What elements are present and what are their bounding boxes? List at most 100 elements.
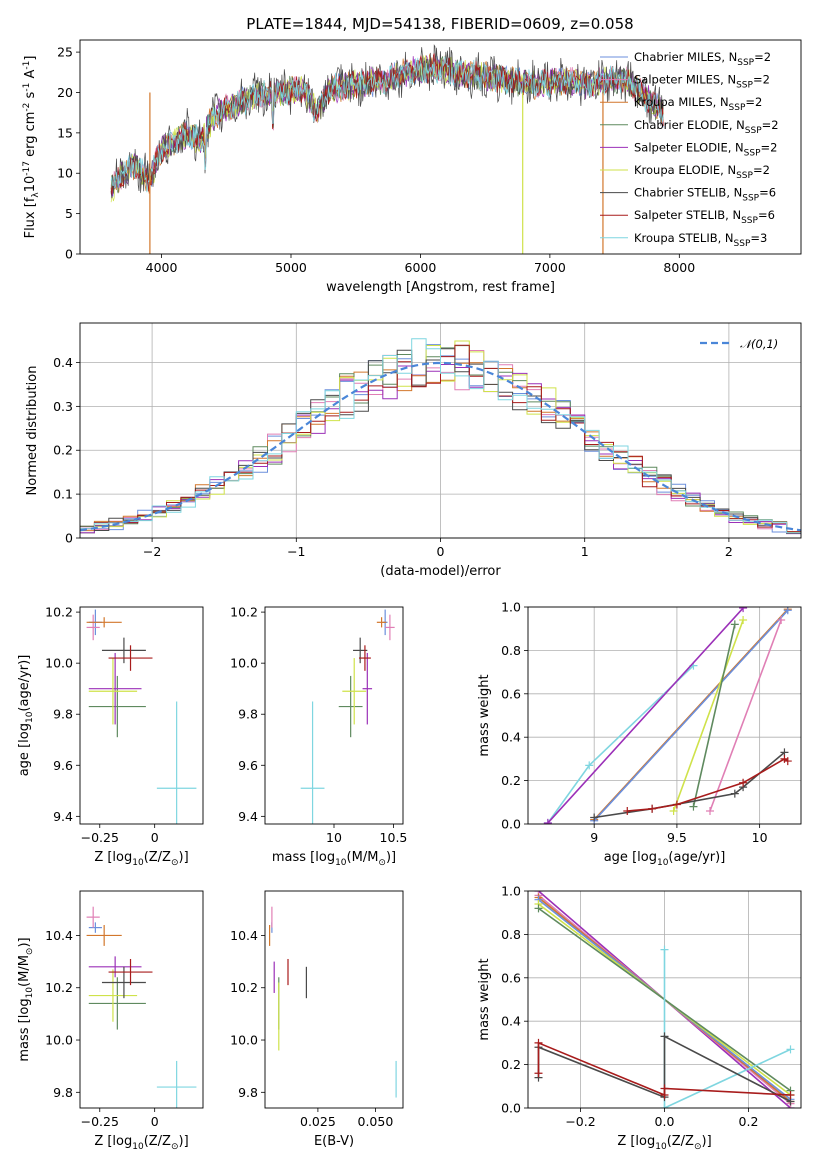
weight-marker-salpeter_elodie	[543, 818, 552, 824]
axes-weight_vs_Z: −0.2 0.0 0.2 0.0 0.2 0.4 0.6 0.8 1.0 Z [log10​(Z/…	[477, 884, 802, 1152]
axes-frame	[79, 39, 802, 255]
x-tick-label: −1	[287, 544, 305, 559]
weight-marker-salpeter_miles	[706, 806, 714, 815]
legend-label-chabrier_miles: Chabrier MILES, NSSP​=2	[634, 50, 771, 68]
spectrum-line-kroupa_stelib	[110, 56, 664, 193]
y-axis-label: mass weight	[477, 674, 492, 756]
weight-marker-chabrier_stelib	[730, 789, 739, 798]
x-tick-label: 0	[437, 544, 445, 559]
y-tick-label: 0	[65, 531, 73, 546]
plot-area-mass_vs_Z	[86, 906, 197, 1108]
plot-area-mass_vs_ebv	[269, 906, 397, 1098]
weight-line-chabrier_miles	[593, 609, 789, 822]
x-tick-label: 4000	[146, 260, 178, 275]
x-axis-label: wavelength [Angstrom, rest frame]	[326, 280, 555, 295]
weight-marker-kroupa_elodie	[669, 806, 678, 815]
y-axis-label: Normed distribution	[25, 366, 40, 496]
x-tick-label: 7000	[534, 260, 566, 275]
y-tick-label: 10.2	[45, 605, 73, 620]
weight-marker-salpeter_stelib	[786, 1090, 795, 1099]
y-tick-label: 5	[65, 206, 73, 221]
x-tick-label: −0.25	[81, 1114, 119, 1129]
axes-frame	[79, 606, 204, 825]
y-tick-label: 10.0	[45, 656, 73, 671]
axes-mass_vs_ebv: 0.025 0.050 9.8 10.0 10.2 10.4 E(B-V)	[230, 890, 404, 1149]
x-tick-label: 5000	[275, 260, 307, 275]
weight-line-chabrier_elodie	[692, 624, 736, 807]
y-tick-label: 10.4	[45, 928, 73, 943]
y-tick-label: 0.2	[501, 773, 521, 788]
legend-label-normal: 𝒩(0,1)	[740, 337, 778, 351]
y-tick-label: 0.4	[53, 355, 73, 370]
panels: 4000 5000 6000 7000 80000510152025wavelength…	[17, 39, 802, 1152]
weight-marker-salpeter_stelib	[739, 778, 748, 787]
x-tick-label: 9	[590, 830, 598, 845]
weight-marker-salpeter_stelib	[672, 800, 681, 809]
weight-marker-salpeter_elodie	[739, 607, 748, 613]
weight-line-chabrier_stelib	[594, 751, 786, 819]
y-tick-label: 0.0	[501, 817, 521, 832]
y-tick-label: 9.6	[53, 758, 73, 773]
x-tick-label: 10	[326, 830, 342, 845]
axes-frame	[527, 606, 802, 825]
y-tick-label: 0.4	[501, 1014, 521, 1029]
x-tick-label: −0.25	[81, 830, 119, 845]
axes-age_vs_mass: 10 10.5 9.4 9.6 9.8 10.0 10.2 mass [log10​(M/M⊙…	[230, 605, 408, 868]
y-tick-label: 10.2	[230, 605, 258, 620]
axes-frame	[79, 890, 204, 1109]
weight-marker-salpeter_stelib	[623, 806, 632, 815]
x-tick-label: 0.2	[739, 1114, 759, 1129]
y-tick-label: 15	[57, 125, 73, 140]
y-tick-label: 9.8	[238, 1085, 258, 1100]
x-tick-label: 0.0	[655, 1114, 675, 1129]
axes-frame	[264, 890, 404, 1109]
y-tick-label: 9.8	[53, 1085, 73, 1100]
y-tick-label: 10.2	[230, 980, 258, 995]
weight-marker-chabrier_stelib	[660, 1032, 669, 1041]
y-tick-label: 0.1	[53, 487, 73, 502]
x-tick-label: 2	[725, 544, 733, 559]
plot-area-weight_vs_age	[543, 607, 792, 824]
y-tick-label: 0	[65, 247, 73, 262]
y-tick-label: 0.8	[501, 927, 521, 942]
weight-marker-chabrier_stelib	[590, 813, 599, 822]
y-tick-label: 1.0	[501, 884, 521, 899]
legend-label-chabrier_stelib: Chabrier STELIB, NSSP​=6	[634, 186, 776, 204]
weight-marker-salpeter_stelib	[783, 757, 792, 766]
x-tick-label: 8000	[663, 260, 695, 275]
legend-label-chabrier_elodie: Chabrier ELODIE, NSSP​=2	[634, 118, 779, 136]
y-axis-label: mass weight	[477, 958, 492, 1040]
weight-marker-salpeter_stelib	[534, 1038, 543, 1047]
y-tick-label: 10.0	[230, 1033, 258, 1048]
x-axis-label: E(B-V)	[314, 1134, 354, 1149]
weight-marker-chabrier_elodie	[534, 904, 543, 913]
y-axis-label: Flux [fλ​10-17​ erg cm-2​ s-1​ A-1​]	[22, 56, 41, 239]
plot-area-residuals	[80, 338, 801, 535]
y-tick-label: 10	[57, 166, 73, 181]
x-tick-label: 10.5	[380, 830, 408, 845]
weight-marker-kroupa_stelib	[660, 1104, 669, 1108]
x-axis-label: age [log10​(age/yr)]	[604, 850, 726, 868]
legend-label-salpeter_elodie: Salpeter ELODIE, NSSP​=2	[634, 140, 777, 158]
y-tick-label: 10.0	[45, 1033, 73, 1048]
spectrum-legend: Chabrier MILES, NSSP​=2 Salpeter MILES, N…	[600, 50, 779, 249]
weight-marker-salpeter_miles	[777, 616, 786, 625]
y-tick-label: 9.6	[238, 758, 258, 773]
y-tick-label: 1.0	[501, 600, 521, 615]
weight-marker-kroupa_elodie	[739, 616, 748, 625]
y-tick-label: 0.6	[501, 686, 521, 701]
y-tick-label: 0.3	[53, 399, 73, 414]
y-tick-label: 10.2	[45, 980, 73, 995]
y-tick-label: 0.4	[501, 730, 521, 745]
weight-line-salpeter_miles	[709, 619, 782, 812]
x-tick-label: 10	[752, 830, 768, 845]
plot-area-age_vs_mass	[300, 609, 395, 824]
y-tick-label: 0.0	[501, 1101, 521, 1116]
figure-title: PLATE=1844, MJD=54138, FIBERID=0609, z=0…	[246, 15, 633, 33]
y-tick-label: 20	[57, 85, 73, 100]
spectrum-line-salpeter_stelib	[110, 53, 664, 195]
y-tick-label: 9.4	[238, 809, 258, 824]
x-tick-label: 9.5	[667, 830, 687, 845]
x-tick-label: −0.2	[565, 1114, 595, 1129]
